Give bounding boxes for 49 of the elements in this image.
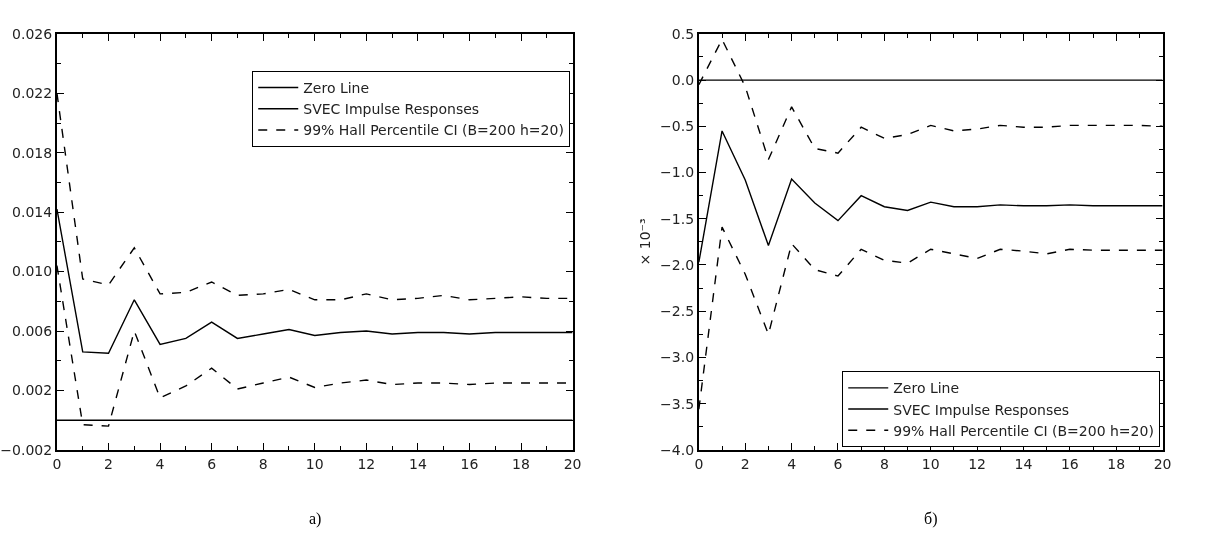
y-tick-label: 0.022 xyxy=(12,85,53,102)
y-tick-label: 0.002 xyxy=(12,382,53,399)
legend-label: SVEC Impulse Responses xyxy=(303,101,480,118)
text: б) xyxy=(924,510,938,528)
y-tick-label: −2.0 xyxy=(660,256,695,273)
x-tick-label: 16 xyxy=(1060,455,1079,472)
x-tick-label: 0 xyxy=(694,455,704,472)
x-tick-label: 16 xyxy=(460,455,479,472)
y-tick-label: −1.0 xyxy=(660,164,695,181)
x-tick-label: 14 xyxy=(1014,455,1033,472)
x-tick-label: 12 xyxy=(968,455,987,472)
y-tick-label: −0.5 xyxy=(660,118,695,135)
legend-label: Zero Line xyxy=(303,80,370,97)
x-tick-label: 20 xyxy=(563,455,582,472)
y-tick-label: 0.026 xyxy=(12,25,53,42)
y-tick-label: 0.014 xyxy=(12,204,53,221)
text: а) xyxy=(309,510,322,528)
y-tick-label: 0.006 xyxy=(12,322,53,339)
x-tick-label: 18 xyxy=(512,455,530,472)
y-tick-label: −0.002 xyxy=(0,441,53,458)
y-tick-label: 0.5 xyxy=(671,25,695,42)
x-tick-label: 20 xyxy=(1153,455,1172,472)
x-tick-label: 4 xyxy=(787,455,797,472)
y-tick-label: −1.5 xyxy=(660,210,695,227)
y-tick-label: 0.0 xyxy=(671,71,695,88)
x-tick-label: 8 xyxy=(258,455,268,472)
x-tick-label: 2 xyxy=(104,455,113,472)
x-tick-label: 10 xyxy=(921,455,940,472)
legend-label: SVEC Impulse Responses xyxy=(893,401,1070,418)
y-tick-label: −2.5 xyxy=(660,303,695,320)
y-axis-title: × 10⁻³ xyxy=(637,218,654,266)
y-tick-label: −3.0 xyxy=(660,349,695,366)
legend-label: 99% Hall Percentile CI (B=200 h=20) xyxy=(303,122,564,139)
y-tick-label: 0.010 xyxy=(12,263,53,280)
x-tick-label: 4 xyxy=(155,455,165,472)
x-tick-label: 12 xyxy=(357,455,376,472)
x-tick-label: 0 xyxy=(52,455,62,472)
y-tick-label: 0.018 xyxy=(12,144,53,161)
legend-label: Zero Line xyxy=(893,380,960,397)
y-tick-label: −3.5 xyxy=(660,395,695,412)
x-tick-label: 10 xyxy=(305,455,324,472)
x-tick-label: 2 xyxy=(740,455,750,472)
y-tick-label: −4.0 xyxy=(660,441,695,458)
x-tick-label: 18 xyxy=(1107,455,1126,472)
x-tick-label: 6 xyxy=(207,455,217,472)
x-tick-label: 6 xyxy=(833,455,843,472)
x-tick-label: 14 xyxy=(408,455,427,472)
x-tick-label: 8 xyxy=(879,455,889,472)
legend-label: 99% Hall Percentile CI (B=200 h=20) xyxy=(893,422,1154,439)
